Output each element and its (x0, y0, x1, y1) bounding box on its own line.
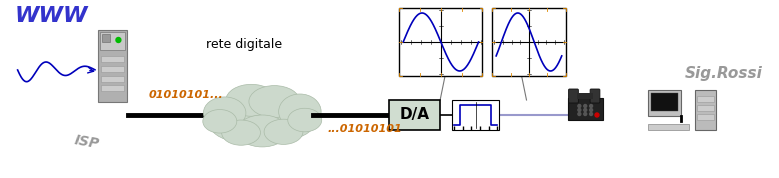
Ellipse shape (279, 94, 321, 129)
Circle shape (583, 109, 587, 111)
Circle shape (116, 38, 121, 43)
FancyBboxPatch shape (98, 30, 127, 102)
Text: 01010101...: 01010101... (149, 90, 224, 100)
Circle shape (583, 112, 587, 116)
Ellipse shape (226, 84, 277, 116)
Text: rete digitale: rete digitale (206, 38, 282, 51)
FancyBboxPatch shape (696, 114, 714, 120)
FancyBboxPatch shape (390, 100, 440, 130)
FancyBboxPatch shape (492, 8, 566, 76)
FancyBboxPatch shape (400, 8, 482, 76)
FancyBboxPatch shape (452, 100, 499, 130)
Ellipse shape (237, 115, 287, 147)
Ellipse shape (208, 97, 266, 141)
FancyBboxPatch shape (569, 89, 578, 103)
FancyBboxPatch shape (648, 124, 689, 130)
Ellipse shape (221, 120, 260, 145)
Circle shape (590, 109, 593, 111)
Circle shape (578, 109, 581, 111)
FancyBboxPatch shape (100, 32, 125, 50)
FancyBboxPatch shape (100, 66, 125, 72)
FancyBboxPatch shape (696, 96, 714, 102)
Circle shape (583, 104, 587, 108)
FancyBboxPatch shape (100, 85, 125, 91)
Ellipse shape (287, 108, 322, 132)
Text: D/A: D/A (400, 108, 430, 122)
Ellipse shape (259, 95, 317, 139)
Ellipse shape (264, 119, 303, 144)
FancyBboxPatch shape (568, 98, 603, 120)
Text: ...01010101: ...01010101 (328, 124, 403, 134)
Text: WWW: WWW (15, 6, 88, 26)
Circle shape (578, 112, 581, 116)
FancyBboxPatch shape (102, 34, 110, 42)
FancyBboxPatch shape (648, 90, 681, 116)
FancyBboxPatch shape (100, 76, 125, 82)
Text: ISP: ISP (73, 133, 100, 151)
Circle shape (578, 104, 581, 108)
Ellipse shape (203, 97, 246, 129)
FancyBboxPatch shape (590, 89, 600, 103)
Text: Sig.Rossi: Sig.Rossi (685, 66, 763, 81)
FancyBboxPatch shape (696, 105, 714, 111)
FancyBboxPatch shape (577, 93, 593, 99)
Ellipse shape (203, 109, 237, 133)
Ellipse shape (223, 88, 301, 142)
Circle shape (590, 104, 593, 108)
Circle shape (595, 113, 599, 117)
Circle shape (590, 112, 593, 116)
FancyBboxPatch shape (650, 93, 679, 111)
FancyBboxPatch shape (100, 56, 125, 62)
Ellipse shape (249, 86, 300, 117)
FancyBboxPatch shape (695, 90, 717, 130)
